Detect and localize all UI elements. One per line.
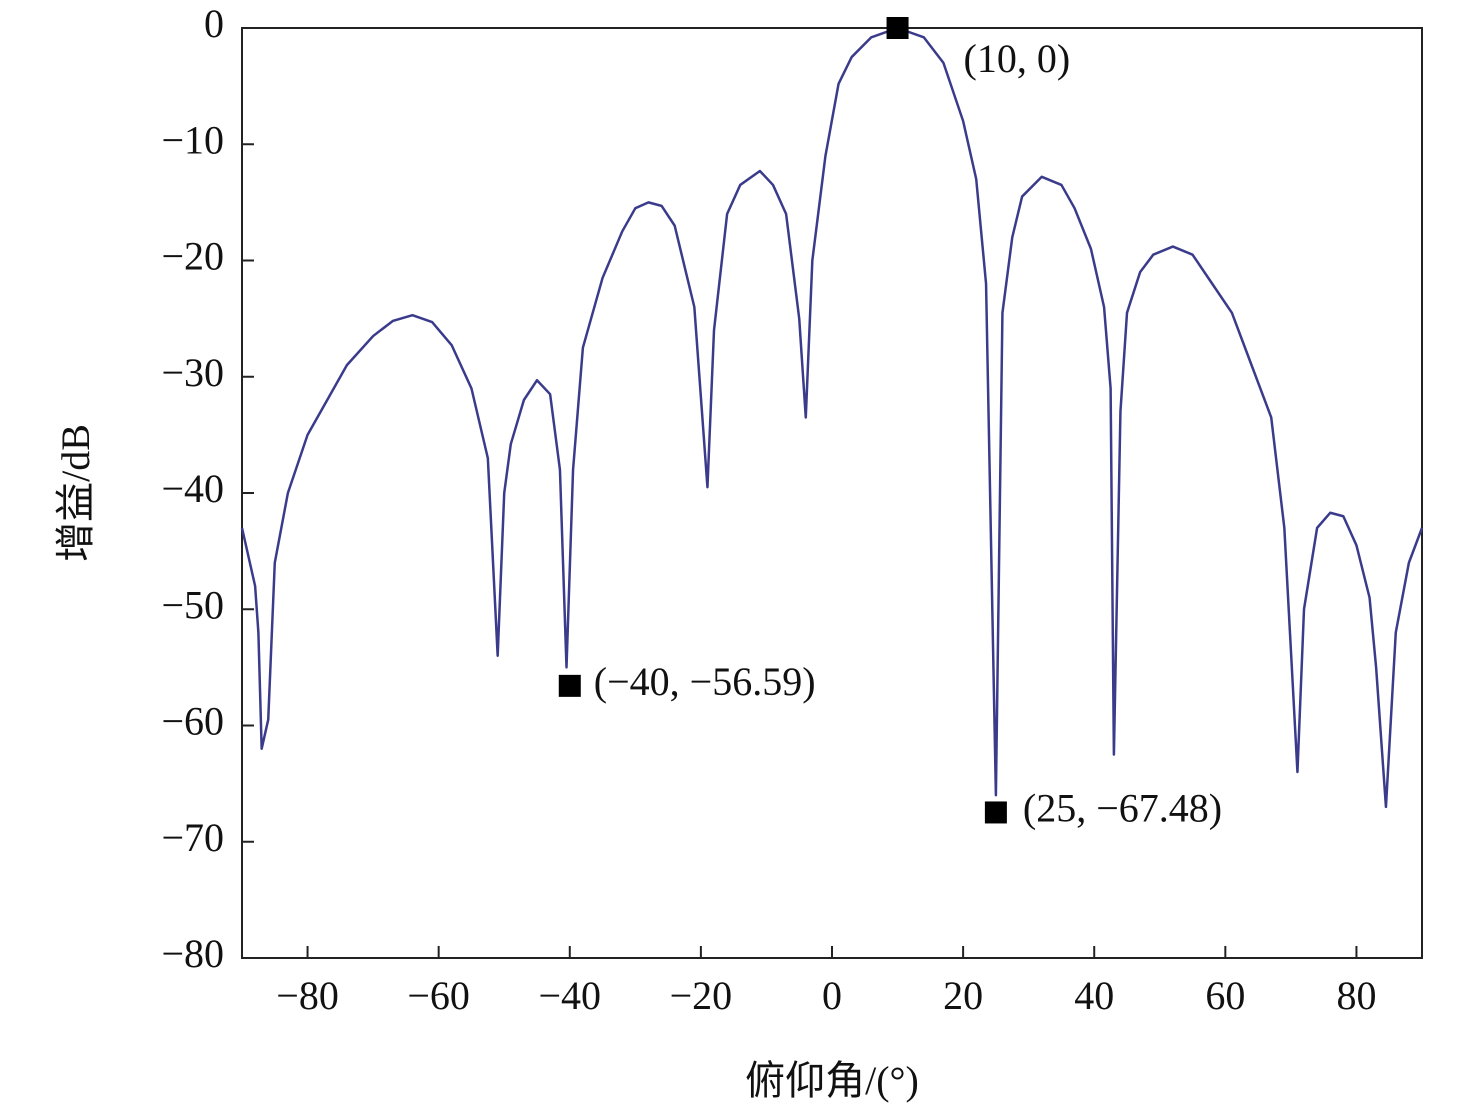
y-tick-label: −30 [161,350,224,395]
y-tick-label: −50 [161,582,224,627]
y-tick-label: −20 [161,234,224,279]
y-axis-label: 增益/dB [53,424,98,562]
x-tick-label: 80 [1336,973,1376,1018]
y-tick-label: −10 [161,117,224,162]
x-axis-label: 俯仰角/(°) [745,1058,919,1103]
x-tick-label: −20 [670,973,733,1018]
x-tick-label: 40 [1074,973,1114,1018]
x-tick-label: −40 [538,973,601,1018]
annotation-label: (10, 0) [964,36,1071,81]
y-tick-label: −60 [161,699,224,744]
annotation-label: (25, −67.48) [1023,786,1222,831]
data-line [240,26,1424,809]
marker [886,17,909,39]
marker [558,674,581,697]
y-tick-label: −70 [161,815,224,860]
y-tick-label: −40 [161,466,224,511]
x-tick-label: 60 [1205,973,1245,1018]
x-tick-label: −60 [407,973,470,1018]
plot-frame [241,27,1423,959]
marker [984,801,1007,824]
x-tick-label: 0 [822,973,842,1018]
y-tick-label: −80 [161,931,224,976]
y-tick-label: 0 [204,1,224,46]
annotation-label: (−40, −56.59) [594,659,816,704]
x-tick-label: −80 [276,973,339,1018]
x-tick-label: 20 [943,973,983,1018]
